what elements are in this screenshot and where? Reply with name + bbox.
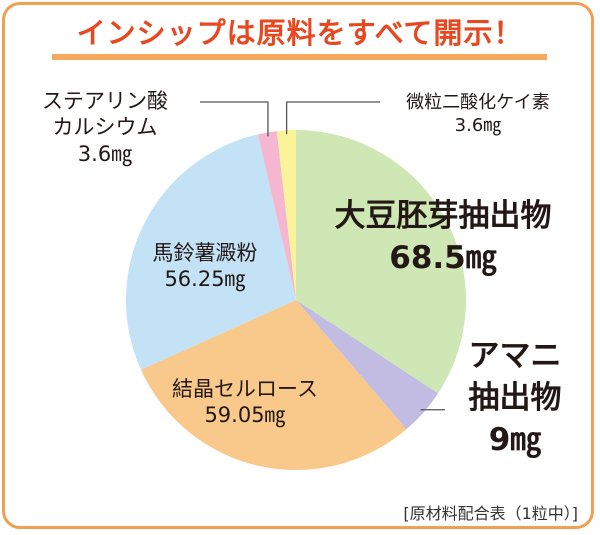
pie-slice-potato-starch [125, 134, 296, 370]
label-flax-value: 9㎎ [488, 421, 542, 458]
label-silicon-dioxide: 微粒二酸化ケイ素 3.6㎎ [378, 92, 578, 137]
label-soy-value: 68.5㎎ [389, 239, 497, 276]
label-potato-starch: 馬鈴薯澱粉 56.25㎎ [130, 240, 280, 293]
label-crystalline-cellulose: 結晶セルロース 59.05㎎ [150, 376, 340, 429]
label-flax-name-2: 抽出物 [468, 379, 562, 416]
label-soy-name: 大豆胚芽抽出物 [334, 198, 552, 234]
label-flax-extract: アマニ 抽出物 9㎎ [440, 336, 590, 462]
leader-line-silicon-dioxide [285, 101, 380, 135]
label-stearate-name-1: ステアリン酸 [42, 89, 168, 113]
label-calcium-stearate: ステアリン酸 カルシウム 3.6㎎ [10, 88, 200, 167]
pie-slice-flax-extract [296, 300, 439, 430]
title-underline [52, 54, 547, 60]
label-cellulose-value: 59.05㎎ [204, 403, 286, 428]
label-silica-name: 微粒二酸化ケイ素 [406, 92, 550, 113]
pie-slice-calcium-stearate [257, 131, 296, 300]
footnote: [原材料配合表（1粒中）] [403, 504, 578, 523]
label-stearate-value: 3.6㎎ [77, 141, 133, 166]
pie-slice-crystalline-cellulose [140, 300, 407, 470]
label-silica-value: 3.6㎎ [454, 114, 502, 136]
label-cellulose-name: 結晶セルロース [172, 377, 318, 401]
label-flax-name-1: アマニ [468, 338, 562, 374]
pie-slice-soy-germ-extract [296, 130, 466, 394]
label-stearate-name-2: カルシウム [52, 115, 158, 140]
leader-line-calcium-stearate [200, 101, 269, 137]
label-starch-value: 56.25㎎ [164, 267, 246, 292]
label-starch-name: 馬鈴薯澱粉 [152, 241, 258, 265]
label-soy-germ-extract: 大豆胚芽抽出物 68.5㎎ [308, 196, 578, 280]
card-frame [2, 2, 594, 529]
chart-title: インシップは原料をすべて開示！ [76, 16, 524, 50]
pie-slice-silicon-dioxide [276, 130, 296, 300]
